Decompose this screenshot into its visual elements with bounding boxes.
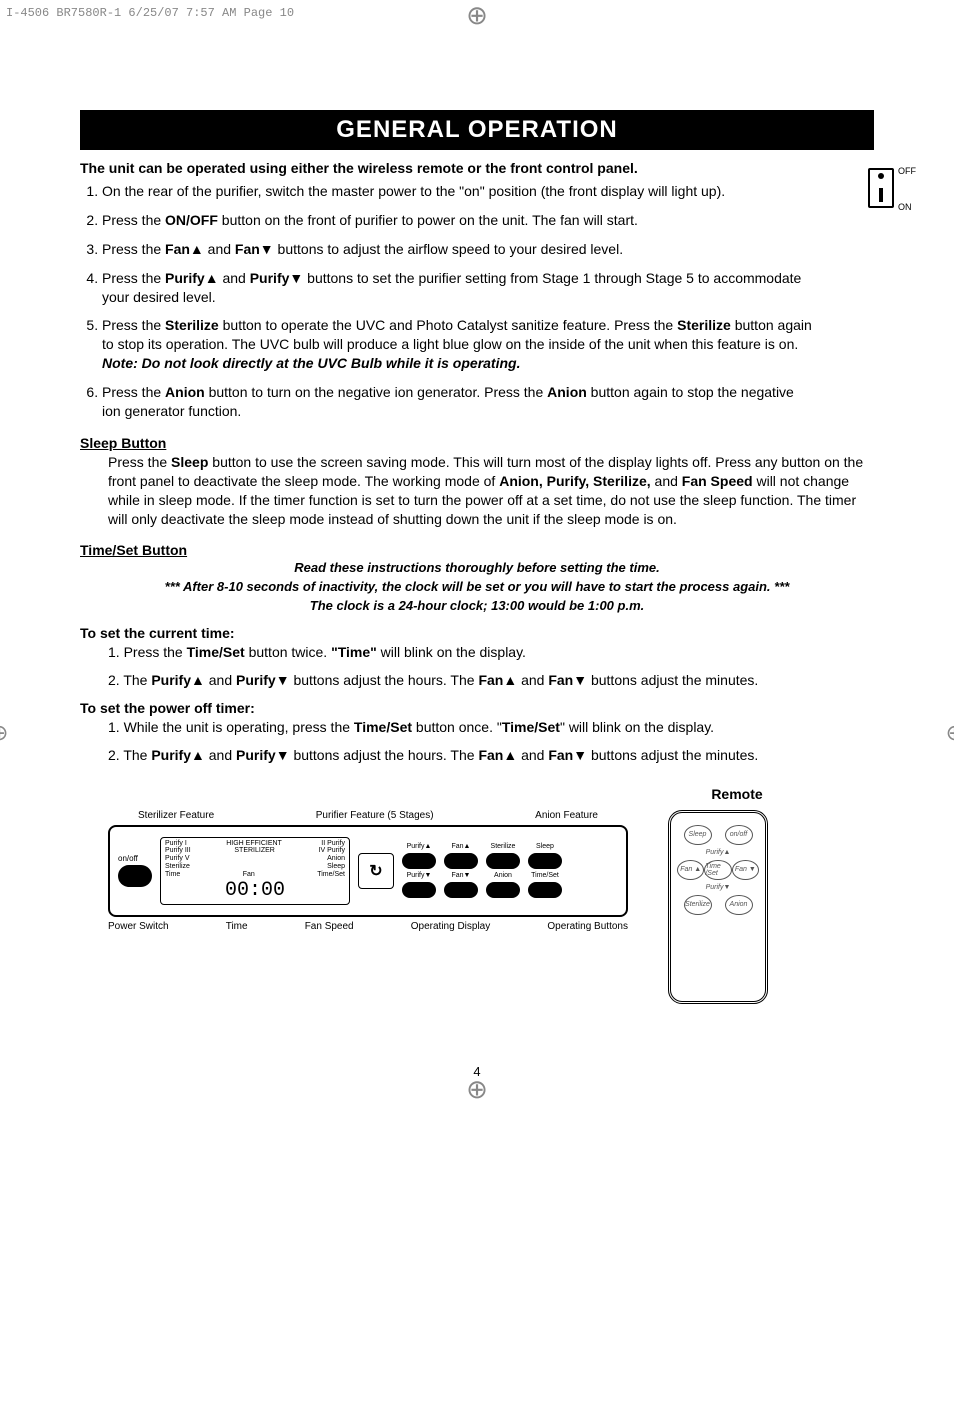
label-power-switch: Power Switch bbox=[108, 921, 169, 932]
off-timer-step-1: 1. While the unit is operating, press th… bbox=[108, 718, 874, 738]
remote-fan-down-button: Fan ▼ bbox=[732, 860, 759, 880]
label-time: Time bbox=[226, 921, 248, 932]
intro-text: The unit can be operated using either th… bbox=[80, 160, 874, 176]
page: I-4506 BR7580R-1 6/25/07 7:57 AM Page 10… bbox=[0, 0, 954, 1119]
section-title: GENERAL OPERATION bbox=[80, 110, 874, 150]
figures-row: Sterilizer Feature Purifier Feature (5 S… bbox=[108, 810, 874, 1004]
step-6: Press the Anion button to turn on the ne… bbox=[102, 383, 874, 421]
cropmark-icon: ⊕ bbox=[0, 720, 8, 746]
cropmark-icon: ⊕ bbox=[946, 720, 954, 746]
panel-button-icon bbox=[402, 853, 436, 869]
remote-timeset-button: Time /Set bbox=[704, 860, 731, 880]
lcd-display: Purify I HIGH EFFICIENT II Purify Purify… bbox=[160, 837, 350, 905]
timeset-note-1: Read these instructions thoroughly befor… bbox=[120, 560, 834, 577]
off-timer-step-2: 2. The Purify▲ and Purify▼ buttons adjus… bbox=[108, 746, 874, 766]
off-timer-heading: To set the power off timer: bbox=[80, 700, 874, 716]
onoff-label: on/off bbox=[118, 854, 152, 863]
panel-bottom-labels: Power Switch Time Fan Speed Operating Di… bbox=[108, 921, 628, 932]
panel-box: on/off Purify I HIGH EFFICIENT II Purify… bbox=[108, 825, 628, 917]
remote-fan-up-button: Fan ▲ bbox=[677, 860, 704, 880]
remote-anion-button: Anion bbox=[725, 895, 753, 915]
remote-purify-up-label: Purify▲ bbox=[677, 849, 759, 856]
panel-top-labels: Sterilizer Feature Purifier Feature (5 S… bbox=[108, 810, 628, 821]
label-anion: Anion Feature bbox=[535, 810, 598, 821]
remote-purify-down-label: Purify▼ bbox=[677, 884, 759, 891]
cropmark-icon: ⊕ bbox=[466, 0, 488, 31]
current-time-heading: To set the current time: bbox=[80, 625, 874, 641]
operating-display-icon: ↻ bbox=[358, 853, 394, 889]
label-fan-speed: Fan Speed bbox=[305, 921, 354, 932]
label-operating-display: Operating Display bbox=[411, 921, 490, 932]
instruction-list: On the rear of the purifier, switch the … bbox=[80, 182, 874, 421]
step-3: Press the Fan▲ and Fan▼ buttons to adjus… bbox=[102, 240, 874, 259]
onoff-area: on/off bbox=[118, 854, 152, 887]
current-time-step-2: 2. The Purify▲ and Purify▼ buttons adjus… bbox=[108, 671, 874, 691]
step-2: Press the ON/OFF button on the front of … bbox=[102, 211, 874, 230]
lcd-time: 00:00 bbox=[165, 879, 345, 902]
remote-body: Sleep on/off Purify▲ Fan ▲ Time /Set Fan… bbox=[668, 810, 768, 1004]
cropmark-icon: ⊕ bbox=[466, 1074, 488, 1105]
switch-on-label: ON bbox=[898, 202, 912, 212]
label-sterilizer: Sterilizer Feature bbox=[138, 810, 214, 821]
panel-button-icon bbox=[486, 882, 520, 898]
timeset-note-3: The clock is a 24-hour clock; 13:00 woul… bbox=[120, 598, 834, 615]
step-4: Press the Purify▲ and Purify▼ buttons to… bbox=[102, 269, 874, 307]
sleep-paragraph: Press the Sleep button to use the screen… bbox=[108, 453, 874, 529]
step-5: Press the Sterilize button to operate th… bbox=[102, 316, 874, 373]
timeset-heading: Time/Set Button bbox=[80, 542, 874, 558]
current-time-step-1: 1. Press the Time/Set button twice. "Tim… bbox=[108, 643, 874, 663]
panel-button-icon bbox=[444, 882, 478, 898]
switch-off-label: OFF bbox=[898, 166, 916, 176]
remote-figure: Sleep on/off Purify▲ Fan ▲ Time /Set Fan… bbox=[668, 810, 768, 1004]
remote-heading: Remote bbox=[600, 786, 874, 802]
remote-sleep-button: Sleep bbox=[684, 825, 712, 845]
button-grid: Purify▲ Fan▲ Sterilize Sleep Purify▼ Fan… bbox=[402, 843, 562, 898]
switch-icon bbox=[868, 168, 894, 208]
step-1: On the rear of the purifier, switch the … bbox=[102, 182, 874, 201]
panel-button-icon bbox=[444, 853, 478, 869]
file-header: I-4506 BR7580R-1 6/25/07 7:57 AM Page 10 bbox=[6, 6, 294, 20]
panel-button-icon bbox=[528, 853, 562, 869]
power-switch-figure: OFF ON bbox=[868, 168, 894, 210]
remote-onoff-button: on/off bbox=[725, 825, 753, 845]
control-panel-figure: Sterilizer Feature Purifier Feature (5 S… bbox=[108, 810, 628, 932]
panel-button-icon bbox=[402, 882, 436, 898]
onoff-button-icon bbox=[118, 865, 152, 887]
label-purifier: Purifier Feature (5 Stages) bbox=[316, 810, 434, 821]
panel-button-icon bbox=[486, 853, 520, 869]
timeset-note-2: *** After 8-10 seconds of inactivity, th… bbox=[120, 579, 834, 596]
panel-button-icon bbox=[528, 882, 562, 898]
sleep-heading: Sleep Button bbox=[80, 435, 874, 451]
label-operating-buttons: Operating Buttons bbox=[547, 921, 628, 932]
remote-sterilize-button: Sterilize bbox=[684, 895, 712, 915]
